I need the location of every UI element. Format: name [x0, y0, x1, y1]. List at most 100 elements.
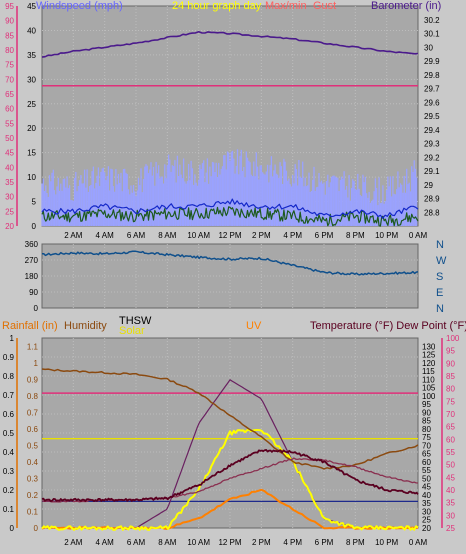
time-tick-label: 8 AM	[158, 231, 177, 240]
rainfall-tick-label: 0.3	[3, 467, 15, 476]
temperature-line	[41, 448, 419, 503]
barometer-tick-label: 29.7	[424, 85, 440, 94]
compass-label: E	[436, 287, 443, 299]
dir-panel	[41, 243, 419, 309]
barometer-tick-label: 28.9	[424, 195, 440, 204]
temperature-tick-label: 120	[422, 359, 436, 368]
windspeed-inner-tick-label: 40	[27, 26, 36, 35]
windspeed-tick-label: 75	[5, 61, 14, 70]
windspeed-tick-label: 55	[5, 119, 14, 128]
windspeed-tick-label: 45	[5, 149, 14, 158]
windspeed-tick-label: 25	[5, 207, 14, 216]
humidity-tick-label: 0	[34, 524, 39, 533]
graph-day-label: 24 hour graph day	[172, 0, 262, 12]
direction-tick-label: 0	[34, 304, 39, 313]
barometer-tick-label: 30.2	[424, 16, 440, 25]
humidity-tick-label: 0.1	[27, 507, 39, 516]
rainfall-tick-label: 0.1	[3, 505, 15, 514]
temperature-tick-label: 95	[422, 400, 431, 409]
windspeed-label: Windspeed (mph)	[36, 0, 123, 12]
rainfall-label: Rainfall (in)	[2, 320, 58, 332]
time-tick-label: 4 AM	[96, 231, 115, 240]
time-tick-label: 0 AM	[409, 538, 428, 547]
time-tick-label: 8 PM	[346, 231, 365, 240]
windspeed-tick-label: 30	[5, 193, 14, 202]
humidity-tick-label: 0.5	[27, 441, 39, 450]
compass-label: N	[436, 239, 444, 251]
dewpoint-tick-label: 35	[446, 499, 455, 508]
solar-label: Solar	[119, 325, 145, 337]
compass-label: N	[436, 303, 444, 315]
dewpoint-tick-label: 70	[446, 410, 455, 419]
time-tick-label: 10 PM	[375, 538, 398, 547]
barometer-tick-label: 29.8	[424, 71, 440, 80]
time-tick-label: 12 PM	[218, 231, 241, 240]
temperature-tick-label: 55	[422, 466, 431, 475]
temperature-tick-label: 115	[422, 367, 435, 376]
windspeed-tick-label: 60	[5, 105, 14, 114]
windspeed-inner-tick-label: 20	[27, 124, 36, 133]
temperature-tick-label: 75	[422, 433, 431, 442]
temperature-tick-label: 45	[422, 483, 431, 492]
windspeed-tick-label: 70	[5, 75, 14, 84]
time-tick-label: 2 AM	[64, 538, 83, 547]
barometer-tick-label: 29.2	[424, 153, 440, 162]
windspeed-tick-label: 80	[5, 46, 14, 55]
windspeed-tick-label: 50	[5, 134, 14, 143]
windspeed-inner-tick-label: 10	[27, 173, 36, 182]
wind-speed-line	[41, 198, 419, 219]
windspeed-tick-label: 95	[5, 2, 14, 11]
dewpoint-tick-label: 55	[446, 448, 455, 457]
direction-tick-label: 270	[25, 256, 39, 265]
temperature-tick-label: 25	[422, 516, 431, 525]
barometer-tick-label: 29.6	[424, 98, 440, 107]
rainfall-tick-label: 0.9	[3, 353, 15, 362]
rainfall-tick-label: 0.8	[3, 372, 15, 381]
windspeed-tick-label: 20	[5, 222, 14, 231]
time-tick-label: 0 AM	[409, 231, 428, 240]
compass-label: W	[436, 255, 447, 267]
windspeed-tick-label: 85	[5, 31, 14, 40]
humidity-tick-label: 0.9	[27, 375, 39, 384]
wind-direction-line	[41, 250, 419, 276]
time-tick-label: 8 PM	[346, 538, 365, 547]
humidity-tick-label: 0.7	[27, 408, 39, 417]
dewpoint-tick-label: 95	[446, 347, 455, 356]
barometer-tick-label: 30	[424, 43, 433, 52]
barometer-tick-label: 29.4	[424, 126, 440, 135]
humidity-tick-label: 0.8	[27, 392, 39, 401]
humidity-tick-label: 0.3	[27, 474, 39, 483]
time-tick-label: 10 AM	[187, 231, 210, 240]
windspeed-inner-tick-label: 35	[27, 51, 36, 60]
humidity-tick-label: 0.6	[27, 425, 39, 434]
temperature-tick-label: 35	[422, 499, 431, 508]
dewpoint-tick-label: 60	[446, 435, 455, 444]
windspeed-inner-tick-label: 30	[27, 75, 36, 84]
dewpoint-tick-label: 30	[446, 511, 455, 520]
time-tick-label: 2 PM	[252, 538, 271, 547]
temperature-tick-label: 130	[422, 342, 436, 351]
dewpoint-tick-label: 45	[446, 473, 455, 482]
time-tick-label: 6 PM	[315, 538, 334, 547]
time-tick-label: 6 AM	[127, 231, 146, 240]
humidity-tick-label: 0.2	[27, 491, 39, 500]
barometer-tick-label: 28.8	[424, 208, 440, 217]
rainfall-tick-label: 0.6	[3, 410, 15, 419]
temperature-tick-label: 20	[422, 524, 431, 533]
temperature-tick-label: 85	[422, 417, 431, 426]
temperature-tick-label: 100	[422, 392, 436, 401]
time-tick-label: 12 PM	[218, 538, 241, 547]
rainfall-tick-label: 0.2	[3, 486, 15, 495]
dewpoint-tick-label: 75	[446, 397, 455, 406]
time-tick-label: 2 PM	[252, 231, 271, 240]
time-tick-label: 4 PM	[283, 231, 302, 240]
dewpoint-tick-label: 100	[446, 334, 460, 343]
rainfall-tick-label: 0.5	[3, 429, 15, 438]
time-tick-label: 6 AM	[127, 538, 146, 547]
temperature-tick-label: 60	[422, 458, 431, 467]
rainfall-tick-label: 1	[10, 334, 15, 343]
barometer-tick-label: 29.9	[424, 57, 440, 66]
temperature-label: Temperature (°F) Dew Point (°F)	[310, 320, 466, 332]
humidity-label: Humidity	[64, 320, 107, 332]
